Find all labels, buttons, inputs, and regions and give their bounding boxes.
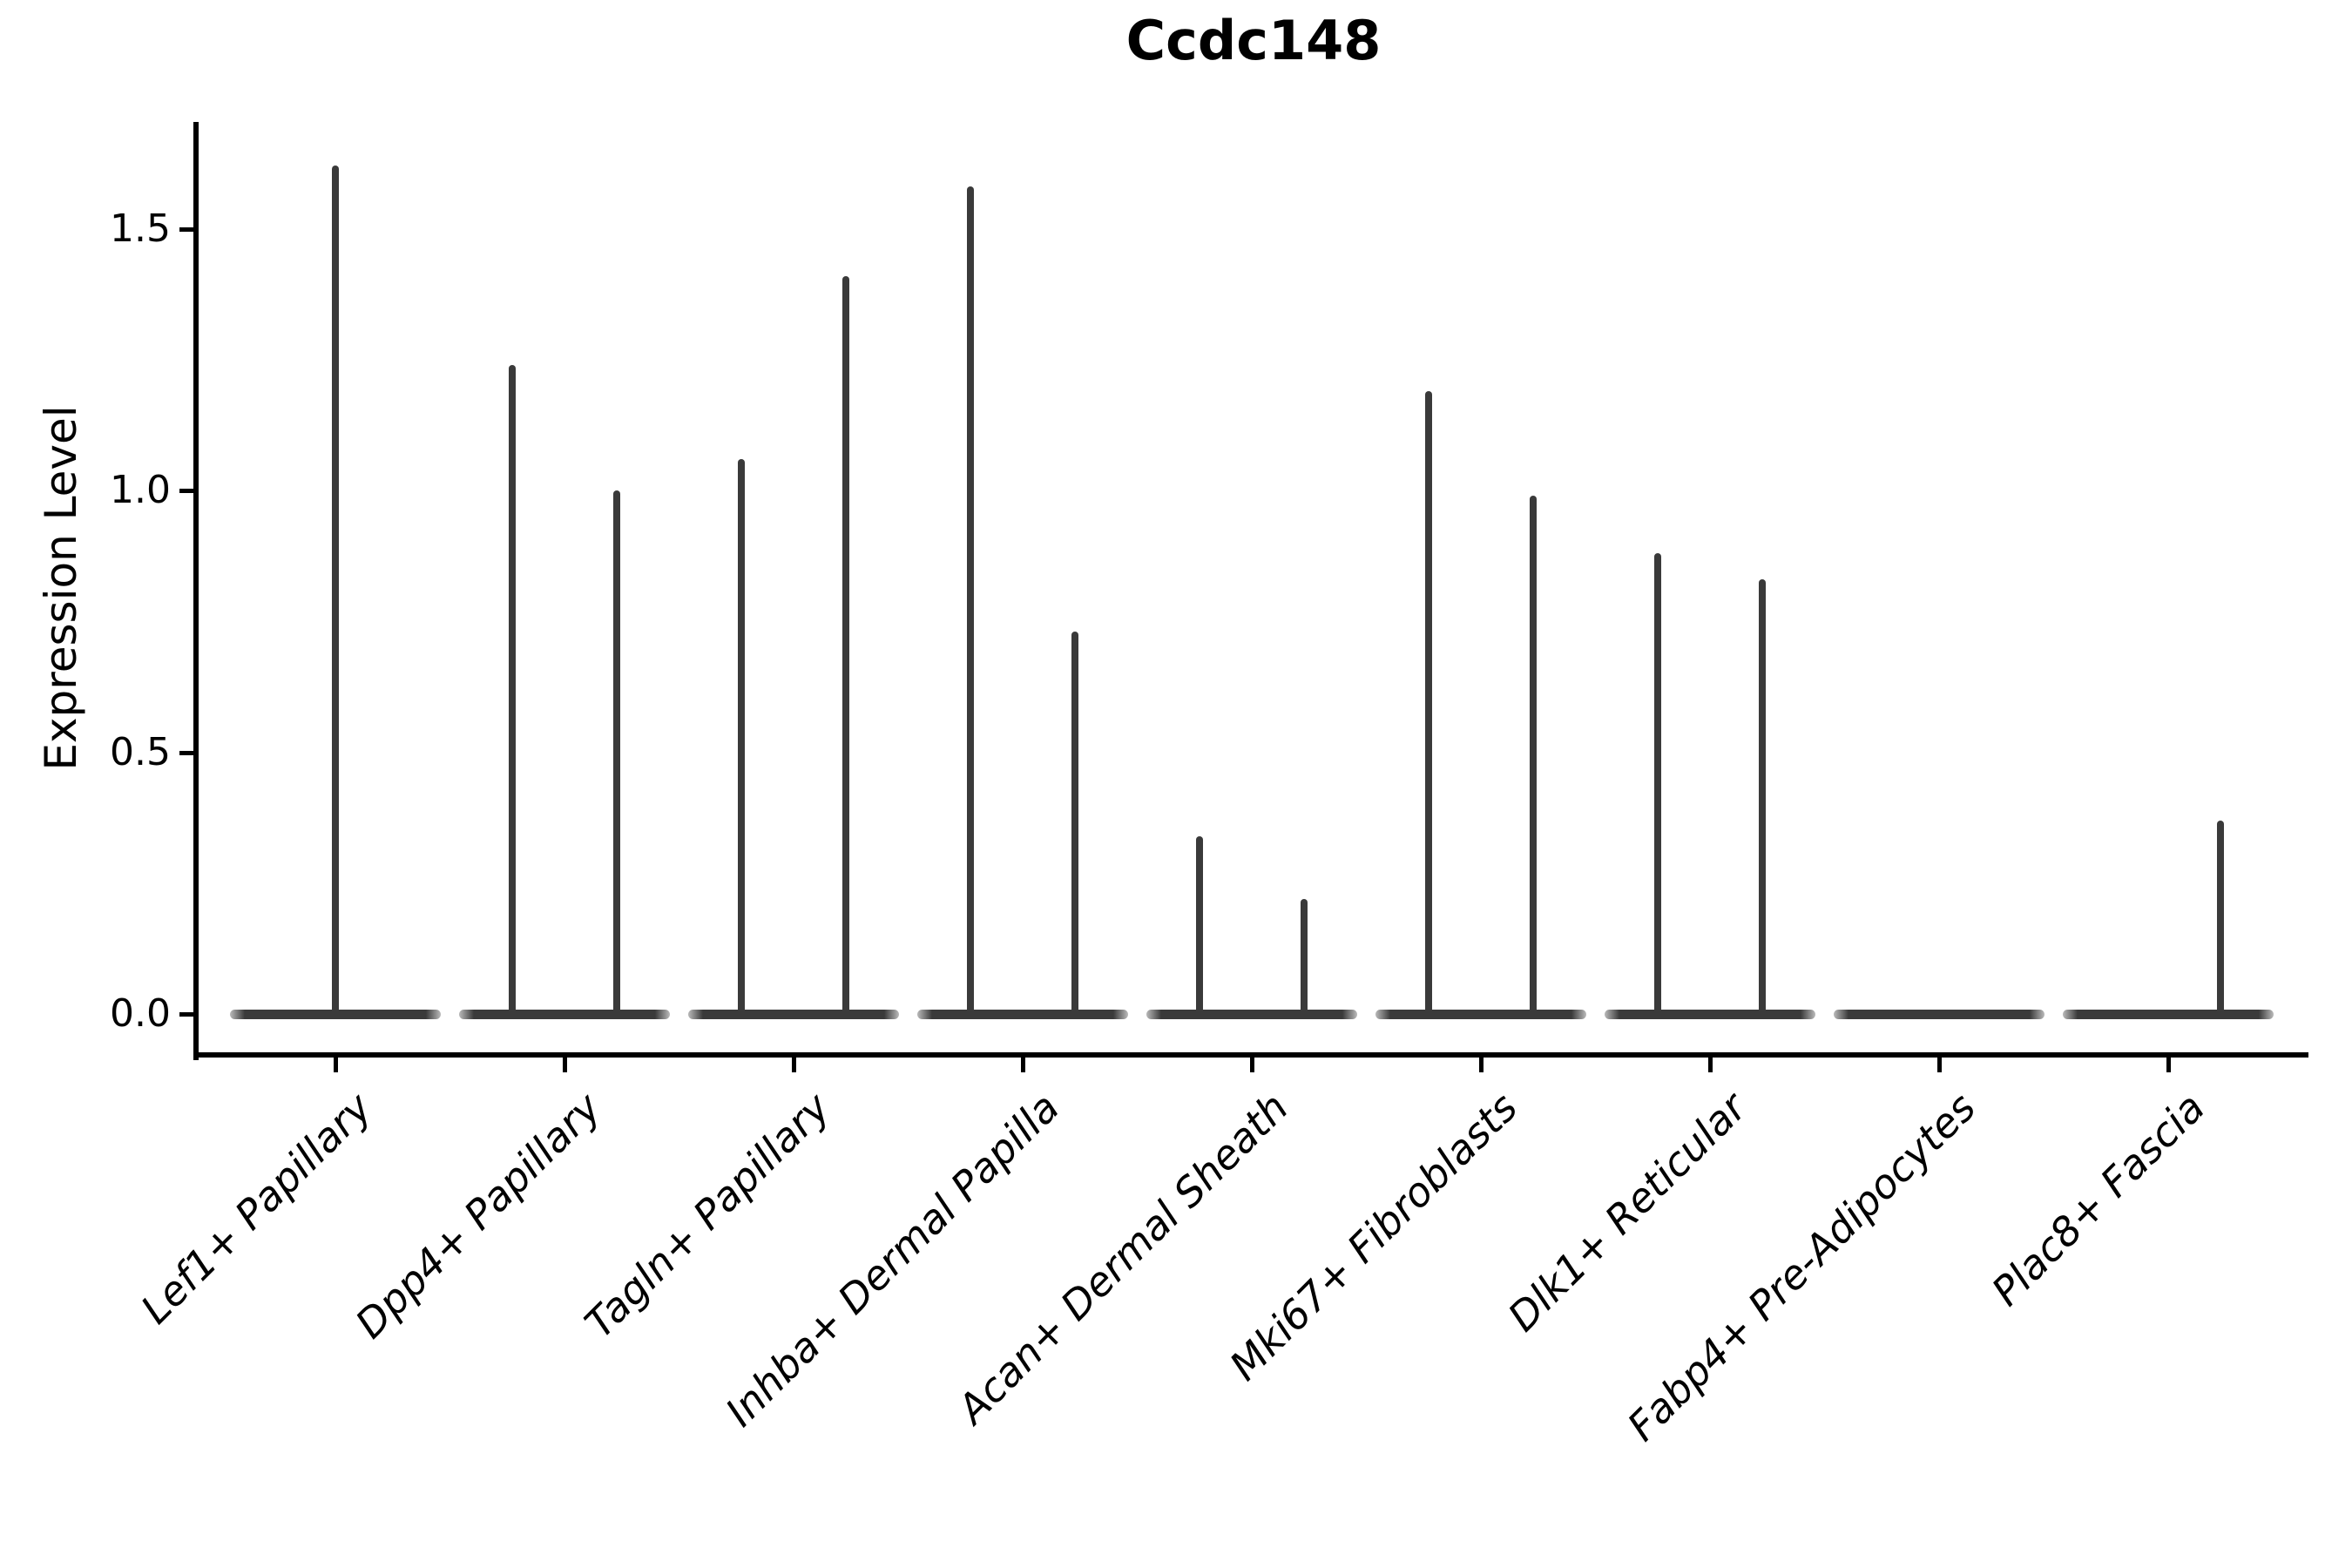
y-tick-label: 1.0 <box>110 468 171 512</box>
violin-spike <box>1071 632 1078 1014</box>
chart-title: Ccdc148 <box>1125 9 1382 72</box>
violin-spike <box>1425 390 1432 1014</box>
violin-baseline <box>459 1010 670 1019</box>
violin-spike <box>967 186 974 1014</box>
x-tick-mark <box>792 1058 796 1072</box>
y-axis-spine <box>193 122 199 1060</box>
violin-spike <box>1301 898 1308 1014</box>
x-tick-mark <box>1708 1058 1713 1072</box>
violin-baseline <box>2063 1010 2274 1019</box>
x-tick-mark <box>334 1058 338 1072</box>
y-tick-label: 1.5 <box>110 206 171 251</box>
y-tick-mark <box>179 750 193 755</box>
x-tick-mark <box>563 1058 567 1072</box>
violin-spike <box>2217 820 2224 1014</box>
y-tick-mark <box>179 489 193 493</box>
violin-spike <box>613 490 620 1014</box>
violin-baseline <box>1146 1010 1357 1019</box>
violin-spike <box>509 364 516 1014</box>
violin-spike <box>1530 496 1537 1014</box>
violin-spike <box>738 458 745 1014</box>
x-tick-mark <box>1937 1058 1942 1072</box>
y-tick-mark <box>179 226 193 232</box>
y-tick-mark <box>179 1012 193 1017</box>
violin-spike <box>1654 553 1661 1014</box>
violin-baseline <box>917 1010 1128 1019</box>
violin-baseline <box>1605 1010 1815 1019</box>
violin-baseline <box>688 1010 899 1019</box>
x-tick-mark <box>2166 1058 2171 1072</box>
x-tick-mark <box>1021 1058 1025 1072</box>
violin-spike <box>842 275 849 1014</box>
y-tick-label: 0.5 <box>110 729 171 774</box>
violin-baseline <box>1834 1010 2044 1019</box>
violin-spike <box>1759 579 1766 1014</box>
y-tick-label: 0.0 <box>110 991 171 1036</box>
x-tick-mark <box>1250 1058 1254 1072</box>
x-tick-mark <box>1479 1058 1484 1072</box>
violin-baseline <box>1375 1010 1586 1019</box>
violin-spike <box>1196 835 1203 1014</box>
violin-spike <box>332 166 339 1014</box>
violin-baseline <box>230 1010 441 1019</box>
x-axis-spine <box>193 1052 2308 1058</box>
